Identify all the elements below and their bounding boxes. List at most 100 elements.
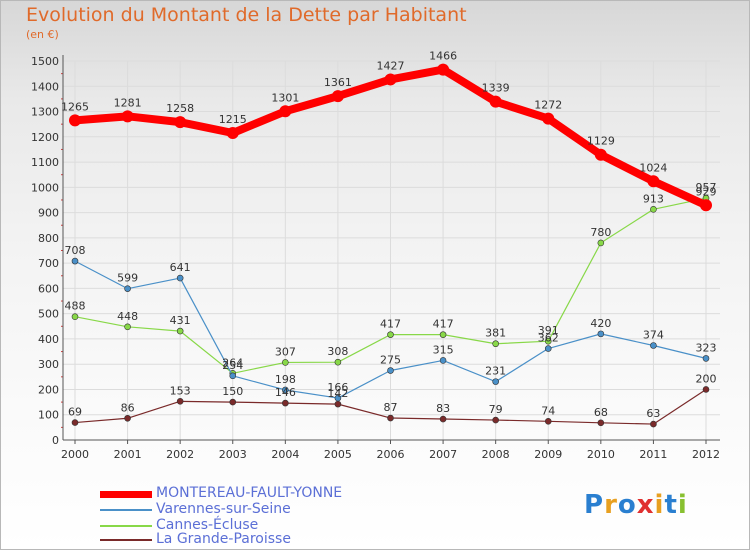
y-tick-label: 1100	[31, 156, 59, 169]
data-label-0: 1466	[429, 50, 457, 63]
data-point-1	[229, 372, 237, 380]
data-point-1	[492, 378, 499, 385]
data-label-3: 74	[541, 404, 555, 417]
logo-letter: x	[636, 490, 655, 520]
data-point-0	[489, 95, 502, 108]
data-point-1	[544, 345, 552, 352]
data-point-0	[331, 90, 344, 103]
data-label-3: 79	[489, 403, 503, 416]
y-tick-label: 900	[38, 207, 59, 220]
x-tick-label: 2007	[429, 448, 457, 461]
data-label-0: 1427	[377, 59, 405, 72]
proxiti-logo: Proxiti	[584, 490, 688, 520]
data-point-2	[439, 331, 447, 338]
data-label-1: 362	[538, 332, 559, 345]
data-label-2: 417	[380, 318, 401, 331]
data-label-0: 1361	[324, 76, 352, 89]
data-point-3	[282, 399, 289, 407]
data-label-2: 431	[170, 314, 191, 327]
data-point-0	[174, 116, 187, 129]
y-tick-label: 200	[38, 383, 59, 396]
data-point-3	[124, 414, 131, 422]
data-point-0	[226, 127, 239, 140]
logo-letter: i	[654, 490, 665, 520]
legend-label-varennes: Varennes-sur-Seine	[156, 501, 291, 517]
data-point-2	[282, 359, 289, 366]
data-label-2: 307	[275, 345, 296, 358]
data-label-3: 146	[275, 386, 296, 399]
series-layer	[69, 63, 712, 428]
data-point-3	[71, 419, 79, 426]
y-tick-label: 500	[38, 308, 59, 321]
data-label-0: 1339	[482, 82, 510, 95]
logo-letter: P	[584, 490, 605, 520]
data-label-2: 488	[65, 300, 86, 313]
data-label-3: 63	[646, 407, 660, 420]
x-tick-label: 2003	[219, 448, 247, 461]
data-label-0: 1272	[534, 99, 562, 112]
x-tick-label: 2001	[114, 448, 142, 461]
data-point-2	[544, 337, 552, 345]
data-label-3: 83	[436, 402, 450, 415]
data-label-1: 166	[327, 381, 348, 394]
data-label-0: 1281	[114, 96, 142, 109]
data-label-3: 69	[68, 406, 82, 419]
legend-label-montereau: MONTEREAU-FAULT-YONNE	[156, 485, 343, 501]
y-tick-label: 1300	[31, 106, 59, 119]
legend-label-cannes: Cannes-Écluse	[156, 517, 259, 533]
data-label-1: 198	[275, 373, 296, 386]
y-tick-label: 1200	[31, 131, 59, 144]
x-tick-label: 2008	[482, 448, 510, 461]
data-point-3	[176, 398, 184, 405]
data-label-3: 68	[594, 406, 608, 419]
data-label-1: 641	[170, 261, 191, 274]
data-label-1: 708	[65, 244, 86, 257]
data-label-0: 1301	[271, 91, 299, 104]
data-point-0	[279, 105, 292, 118]
x-tick-label: 2009	[534, 448, 562, 461]
data-label-1: 254	[222, 359, 243, 372]
data-point-2	[176, 327, 184, 335]
data-point-1	[176, 274, 184, 282]
data-label-0: 1258	[166, 102, 194, 115]
data-label-2: 308	[327, 345, 348, 358]
data-label-3: 87	[384, 401, 398, 414]
data-label-3: 150	[222, 385, 243, 398]
logo-letter: o	[617, 490, 637, 520]
data-point-3	[492, 416, 499, 424]
data-label-1: 420	[590, 317, 611, 330]
data-label-2: 780	[590, 226, 611, 239]
grid-lines	[63, 60, 720, 441]
y-tick-label: 400	[38, 333, 59, 346]
data-point-3	[439, 415, 447, 423]
data-point-0	[384, 73, 397, 86]
chart-title: Evolution du Montant de la Dette par Hab…	[26, 4, 467, 26]
data-label-0: 1215	[219, 113, 247, 126]
data-point-3	[544, 418, 552, 425]
y-tick-label: 0	[52, 434, 59, 447]
data-label-2: 264	[222, 356, 243, 369]
data-label-3: 142	[327, 387, 348, 400]
logo-letter: r	[604, 490, 618, 520]
x-tick-label: 2010	[587, 448, 615, 461]
data-label-1: 315	[433, 343, 454, 356]
data-point-1	[597, 330, 605, 338]
data-point-1	[71, 257, 79, 265]
data-label-0: 929	[696, 185, 717, 198]
chart-unit: (en €)	[26, 28, 59, 41]
data-point-2	[124, 323, 131, 331]
data-point-2	[597, 239, 605, 247]
y-tick-label: 800	[38, 232, 59, 245]
data-label-3: 153	[170, 384, 191, 397]
data-point-1	[439, 357, 447, 364]
y-tick-label: 100	[38, 409, 59, 422]
legend-swatch-grande-paroisse	[100, 539, 152, 541]
data-point-0	[700, 199, 712, 212]
axes: 0 100 200 300 400 500 600 700 800 900 1000 1100 1200…	[31, 55, 720, 461]
data-point-3	[597, 419, 605, 427]
logo-letter: i	[677, 490, 688, 520]
data-label-1: 374	[643, 329, 664, 342]
x-tick-label: 2004	[271, 448, 299, 461]
data-label-2: 957	[696, 181, 717, 194]
